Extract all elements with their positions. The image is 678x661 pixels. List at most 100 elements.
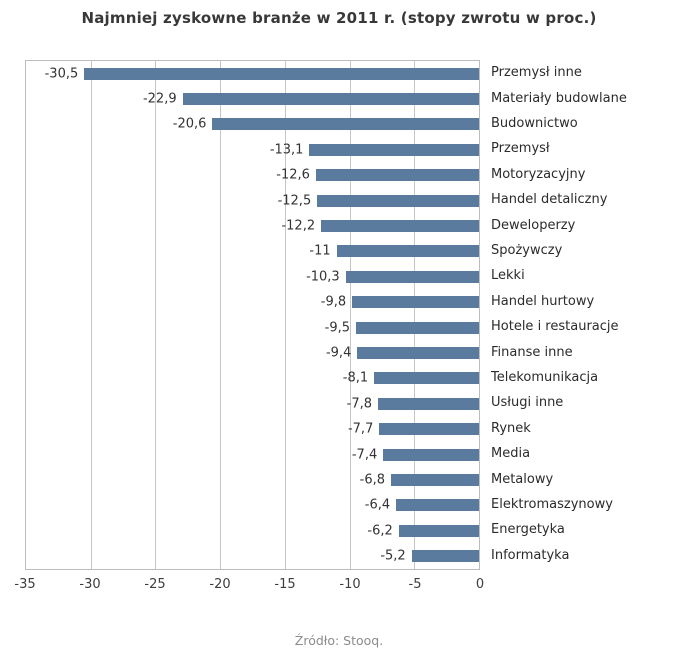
gridline (414, 61, 416, 569)
value-label: -7,4 (351, 447, 378, 463)
x-tick-label: -10 (339, 577, 361, 592)
bar (336, 245, 479, 258)
value-label: -9,8 (320, 294, 347, 310)
bar-row: -12,5 (26, 188, 479, 213)
value-label: -10,3 (306, 269, 340, 285)
category-label: Media (491, 446, 531, 462)
bar (317, 194, 479, 207)
value-label: -7,7 (347, 421, 374, 437)
category-label: Spożywczy (491, 242, 563, 258)
bar (309, 143, 479, 156)
x-tick-label: -30 (79, 577, 101, 592)
category-label: Handel hurtowy (491, 293, 595, 309)
bar-row: -7,8 (26, 391, 479, 416)
bar (378, 397, 479, 410)
bar (345, 270, 479, 283)
bar-row: -9,5 (26, 315, 479, 340)
bar (315, 169, 479, 182)
bar (391, 474, 479, 487)
value-label: -12,5 (277, 193, 312, 209)
category-label: Motoryzacyjny (491, 166, 586, 182)
bar-row: -12,2 (26, 213, 479, 238)
bar-row: -9,4 (26, 340, 479, 365)
x-tick-label: -35 (14, 577, 36, 592)
bar-row: -7,7 (26, 417, 479, 442)
value-label: -6,8 (359, 472, 385, 488)
category-label: Budownictwo (491, 115, 578, 131)
bar (383, 448, 479, 461)
bar-row: -12,6 (26, 163, 479, 188)
value-label: -7,8 (346, 396, 373, 412)
bar (374, 372, 479, 385)
bar (182, 93, 479, 106)
category-label: Metalowy (491, 471, 554, 487)
value-label: -6,4 (364, 497, 391, 513)
value-label: -12,2 (281, 218, 316, 234)
category-label: Energetyka (491, 522, 565, 538)
category-label: Przemysł inne (491, 65, 582, 81)
chart-title: Najmniej zyskowne branże w 2011 r. (stop… (81, 9, 597, 27)
source-note: Źródło: Stooq. (294, 633, 384, 648)
bar (352, 296, 479, 309)
bar (357, 347, 479, 360)
gridline (155, 61, 157, 569)
bar-row: -8,1 (26, 366, 479, 391)
value-label: -5,2 (380, 548, 406, 564)
bar (398, 524, 479, 537)
category-axis: Przemysł inne Materiały budowlane Budownic… (491, 60, 676, 570)
category-label: Rynek (491, 420, 531, 436)
bar-row: -13,1 (26, 137, 479, 162)
x-axis: -35 -30 -25 -20 -15 -10 -5 0 (14, 577, 484, 597)
bar-row: -6,2 (26, 518, 479, 543)
bar (379, 423, 479, 436)
x-tick-label: -15 (274, 577, 296, 592)
category-label: Lekki (491, 268, 525, 284)
category-label: Deweloperzy (491, 217, 576, 233)
bar-row: -22,9 (26, 86, 479, 111)
gridline (349, 61, 351, 569)
x-tick-label: -5 (408, 577, 422, 592)
category-label: Finanse inne (491, 344, 573, 360)
gridline (284, 61, 286, 569)
value-label: -8,1 (342, 370, 369, 386)
category-label: Telekomunikacja (491, 369, 599, 385)
value-label: -22,9 (142, 91, 177, 107)
bar-row: -20,6 (26, 112, 479, 137)
value-label: -13,1 (269, 142, 304, 158)
category-label: Usługi inne (491, 395, 564, 411)
value-label: -20,6 (172, 116, 207, 132)
bar-row: -6,8 (26, 467, 479, 492)
bar-row: -7,4 (26, 442, 479, 467)
x-tick-label: -25 (144, 577, 166, 592)
bar (84, 67, 479, 80)
category-label: Informatyka (491, 547, 570, 563)
value-label: -9,4 (325, 345, 352, 361)
value-label: -30,5 (44, 66, 79, 82)
bar-row: -6,4 (26, 493, 479, 518)
category-label: Hotele i restauracje (491, 319, 619, 335)
value-label: -9,5 (324, 320, 351, 336)
bar (356, 321, 479, 334)
category-label: Elektromaszynowy (491, 496, 613, 512)
value-label: -12,6 (276, 167, 310, 183)
category-label: Handel detaliczny (491, 192, 608, 208)
bar-row: -10,3 (26, 264, 479, 289)
x-tick-label: -20 (209, 577, 231, 592)
gridline (220, 61, 222, 569)
plot-area: -30,5 -22,9 -20,6 -13,1 -12,6 -12,5 -12,2 -11 -1… (25, 60, 480, 570)
x-tick-label: 0 (475, 577, 485, 592)
category-label: Materiały budowlane (491, 90, 627, 106)
bar (321, 220, 479, 233)
gridline (90, 61, 92, 569)
category-label: Przemysł (491, 141, 550, 157)
bar-row: -5,2 (26, 544, 479, 569)
bar (396, 499, 479, 512)
bar-row: -11 (26, 239, 479, 264)
bar (411, 550, 479, 563)
value-label: -11 (309, 243, 331, 259)
bar (212, 118, 479, 131)
value-label: -6,2 (367, 523, 393, 539)
bar-row: -30,5 (26, 61, 479, 86)
bar-row: -9,8 (26, 290, 479, 315)
